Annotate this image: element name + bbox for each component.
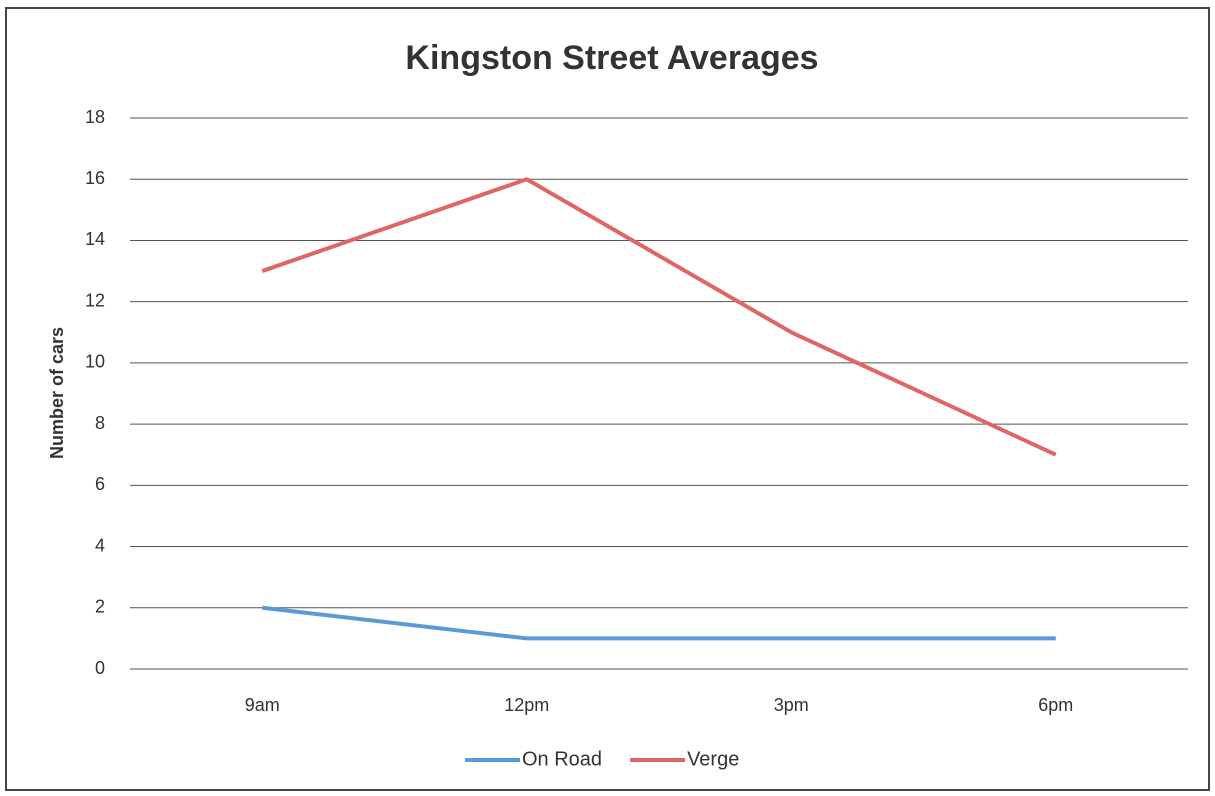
x-tick-label: 3pm (774, 695, 809, 715)
y-tick-label: 0 (95, 658, 105, 678)
x-tick-label: 6pm (1038, 695, 1073, 715)
y-tick-label: 4 (95, 535, 105, 555)
y-tick-label: 10 (85, 352, 105, 372)
y-tick-label: 14 (85, 229, 105, 249)
chart-title: Kingston Street Averages (405, 39, 818, 77)
series-line (262, 605, 1056, 641)
y-tick-label: 16 (85, 168, 105, 188)
y-axis-label: Number of cars (47, 327, 67, 459)
y-tick-label: 18 (85, 107, 105, 127)
series-line (261, 177, 1057, 457)
y-tick-label: 8 (95, 413, 105, 433)
x-tick-label: 9am (245, 695, 280, 715)
legend-label: Verge (687, 748, 739, 770)
y-tick-label: 6 (95, 474, 105, 494)
y-tick-label: 12 (85, 290, 105, 310)
y-tick-label: 2 (95, 597, 105, 617)
legend-label: On Road (522, 748, 602, 770)
x-tick-label: 12pm (504, 695, 549, 715)
chart-border (5, 7, 1210, 791)
